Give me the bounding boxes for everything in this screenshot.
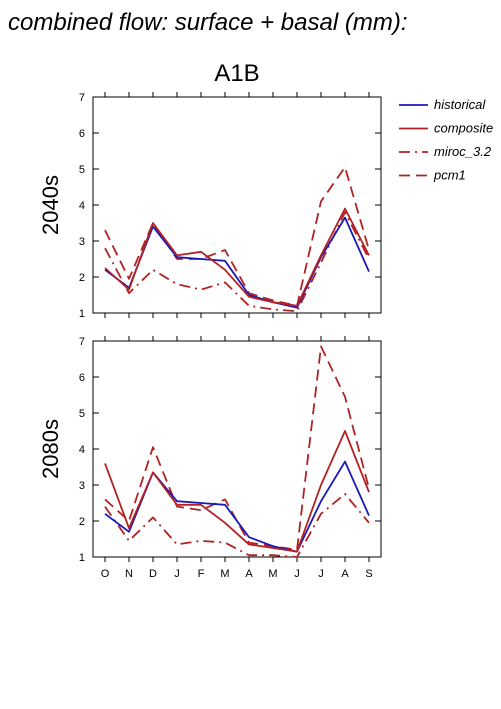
y-tick-label: 1 — [79, 552, 85, 564]
series-line-pcm1 — [104, 166, 370, 307]
panel-2040s: 1 2 3 4 5 6 7 2040s — [38, 92, 382, 320]
plot-frame — [92, 96, 382, 314]
y-tick-label: 6 — [79, 372, 85, 384]
x-tick-label: J — [294, 568, 300, 580]
y-tick-label: 7 — [79, 92, 85, 104]
legend-label-composite: composite — [434, 121, 493, 136]
y-tick-label: 7 — [79, 336, 85, 348]
y-tick-label: 5 — [79, 164, 85, 176]
y-tick-label: 2 — [79, 516, 85, 528]
x-tick-label: D — [149, 568, 157, 580]
series-line-miroc-3-2 — [104, 493, 370, 558]
x-tick-label: A — [245, 568, 253, 580]
y-tick-label: 4 — [79, 200, 85, 212]
series-line-miroc-3-2 — [104, 211, 370, 313]
legend-label-pcm1: pcm1 — [433, 168, 466, 183]
series-line-pcm1 — [104, 345, 370, 551]
y-tick-label: 3 — [79, 236, 85, 248]
legend-label-miroc: miroc_3.2 — [434, 144, 492, 159]
legend-label-historical: historical — [434, 97, 486, 112]
series-line-composite — [104, 207, 370, 307]
figure-subtitle: A1B — [214, 60, 259, 87]
panel-label: 2080s — [38, 419, 63, 479]
y-tick-label: 5 — [79, 408, 85, 420]
x-tick-label: S — [365, 568, 372, 580]
y-tick-label: 3 — [79, 480, 85, 492]
x-tick-label: O — [101, 568, 110, 580]
x-tick-label: F — [198, 568, 205, 580]
x-tick-label: J — [318, 568, 324, 580]
x-tick-label: M — [268, 568, 277, 580]
panel-2080s: 1 2 3 4 5 6 7 O N D J F M A M J J A S 2080s — [38, 336, 382, 580]
y-tick-label: 1 — [79, 308, 85, 320]
y-tick-label: 4 — [79, 444, 85, 456]
series-line-historical — [104, 460, 370, 553]
series-line-composite — [104, 430, 370, 553]
y-tick-label: 2 — [79, 272, 85, 284]
y-tick-label: 6 — [79, 128, 85, 140]
x-tick-label: A — [341, 568, 349, 580]
legend: historical composite miroc_3.2 pcm1 — [399, 97, 493, 183]
x-tick-label: N — [125, 568, 133, 580]
figure-title: combined flow: surface + basal (mm): — [8, 9, 407, 36]
x-tick-label: M — [220, 568, 229, 580]
x-tick-label: J — [174, 568, 180, 580]
panel-label: 2040s — [38, 175, 63, 235]
series-line-historical — [104, 216, 370, 309]
